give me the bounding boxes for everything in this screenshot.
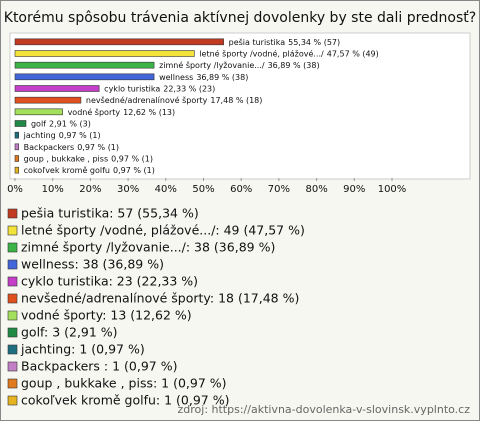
chart-title: Ktorému spôsobu trávenia aktívnej dovole… — [4, 10, 476, 26]
x-tick-label: 40% — [155, 184, 177, 195]
category-label: letné športy /vodné, plážové.../ — [199, 48, 324, 58]
legend-label: cokoľvek kromě golfu: 1 (0,97 %) — [21, 393, 229, 408]
bar — [14, 155, 19, 162]
x-tick-label: 10% — [42, 184, 64, 195]
bar-label: Backpackers 0,97 % (1) — [24, 142, 119, 151]
legend-label: golf: 3 (2,91 %) — [21, 325, 118, 340]
legend-label: jachting: 1 (0,97 %) — [20, 342, 145, 357]
bar-label: vodné športy 12,62 % (13) — [68, 106, 176, 116]
legend-swatch — [7, 242, 18, 253]
bar-label: jachting 0,97 % (1) — [23, 131, 101, 140]
x-tick-label: 70% — [268, 184, 290, 195]
value-label: 36,89 % (38) — [268, 61, 320, 70]
value-label: 0,97 % (1) — [59, 131, 101, 140]
bar-label: wellness 36,89 % (38) — [159, 72, 248, 81]
legend-swatch — [7, 344, 18, 355]
category-label: goup , bukkake , piss — [24, 154, 108, 163]
category-label: zimné športy /lyžovanie.../ — [159, 60, 265, 70]
legend-label: wellness: 38 (36,89 %) — [21, 257, 164, 272]
value-label: 0,97 % (1) — [77, 142, 119, 151]
x-tick-label: 100% — [378, 184, 407, 195]
source: zdroj: https://aktivna-dovolenka-v-slovi… — [178, 403, 471, 416]
legend-label: zimné športy /lyžovanie.../: 38 (36,89 %… — [21, 240, 275, 255]
category-label: nevšedné/adrenalínové športy — [86, 95, 208, 105]
value-label: 36,89 % (38) — [196, 72, 248, 81]
value-label: 0,97 % (1) — [113, 166, 155, 175]
legend-swatch — [7, 293, 18, 304]
legend-swatch — [7, 327, 18, 338]
category-label: jachting — [23, 131, 56, 140]
category-label: golf — [31, 119, 46, 128]
x-tick-label: 60% — [230, 184, 252, 195]
bar-label: nevšedné/adrenalínové športy 17,48 % (18) — [86, 95, 263, 105]
bar — [14, 131, 19, 139]
bar — [14, 96, 82, 104]
x-tick-label: 90% — [343, 184, 365, 195]
legend-swatch — [7, 225, 18, 236]
bar-label: goup , bukkake , piss 0,97 % (1) — [24, 154, 153, 163]
bar-label: letné športy /vodné, plážové.../47,57 % … — [199, 48, 378, 58]
legend-swatch — [7, 208, 18, 219]
bar — [14, 166, 19, 174]
category-label: cyklo turistika — [104, 84, 160, 93]
category-label: pešia turistika — [229, 36, 286, 46]
legend-label: letné športy /vodné, plážové.../: 49 (47… — [21, 223, 305, 238]
x-tick-label: 80% — [305, 184, 327, 195]
legend-swatch — [7, 276, 18, 287]
bar-label: cyklo turistika 22,33 % (23) — [104, 84, 215, 93]
x-tick-label: 50% — [192, 184, 214, 195]
bar — [14, 85, 100, 92]
legend-label: goup , bukkake , piss: 1 (0,97 %) — [21, 376, 227, 391]
legend-swatch — [7, 395, 18, 406]
legend-swatch — [7, 310, 18, 321]
value-label: 0,97 % (1) — [111, 154, 153, 163]
value-label: 47,57 % (49) — [327, 49, 379, 58]
category-label: cokoľvek kromě golfu — [24, 166, 110, 175]
value-label: 17,48 % (18) — [210, 96, 262, 105]
bar — [14, 108, 63, 116]
bar — [14, 61, 155, 69]
bar-label: golf 2,91 % (3) — [31, 119, 91, 128]
value-label: 12,62 % (13) — [123, 107, 175, 116]
legend-swatch — [7, 259, 18, 270]
legend-label: nevšedné/adrenalínové športy: 18 (17,48 … — [21, 291, 299, 306]
plot-area — [9, 32, 471, 180]
x-tick-label: 30% — [117, 184, 139, 195]
bar — [14, 50, 195, 57]
category-label: Backpackers — [24, 142, 75, 151]
legend-label: pešia turistika: 57 (55,34 %) — [21, 206, 199, 221]
legend-label: vodné športy: 13 (12,62 %) — [21, 308, 192, 323]
x-tick-label: 0% — [7, 184, 23, 195]
x-tick-label: 20% — [79, 184, 101, 195]
bar — [14, 38, 224, 46]
legend-swatch — [7, 361, 18, 372]
bar — [14, 73, 155, 81]
bar-label: pešia turistika 55,34 % (57) — [229, 36, 341, 46]
bar-label: zimné športy /lyžovanie.../36,89 % (38) — [159, 60, 320, 70]
category-label: vodné športy — [68, 106, 121, 116]
value-label: 55,34 % (57) — [288, 37, 340, 46]
category-label: wellness — [159, 72, 193, 81]
legend-label: Backpackers : 1 (0,97 %) — [21, 359, 177, 374]
value-label: 22,33 % (23) — [163, 84, 215, 93]
bar — [14, 143, 19, 151]
legend-swatch — [7, 378, 18, 389]
value-label: 2,91 % (3) — [49, 119, 91, 128]
bar — [14, 120, 27, 127]
legend-label: cyklo turistika: 23 (22,33 %) — [21, 274, 198, 289]
bar-label: cokoľvek kromě golfu 0,97 % (1) — [24, 166, 155, 175]
